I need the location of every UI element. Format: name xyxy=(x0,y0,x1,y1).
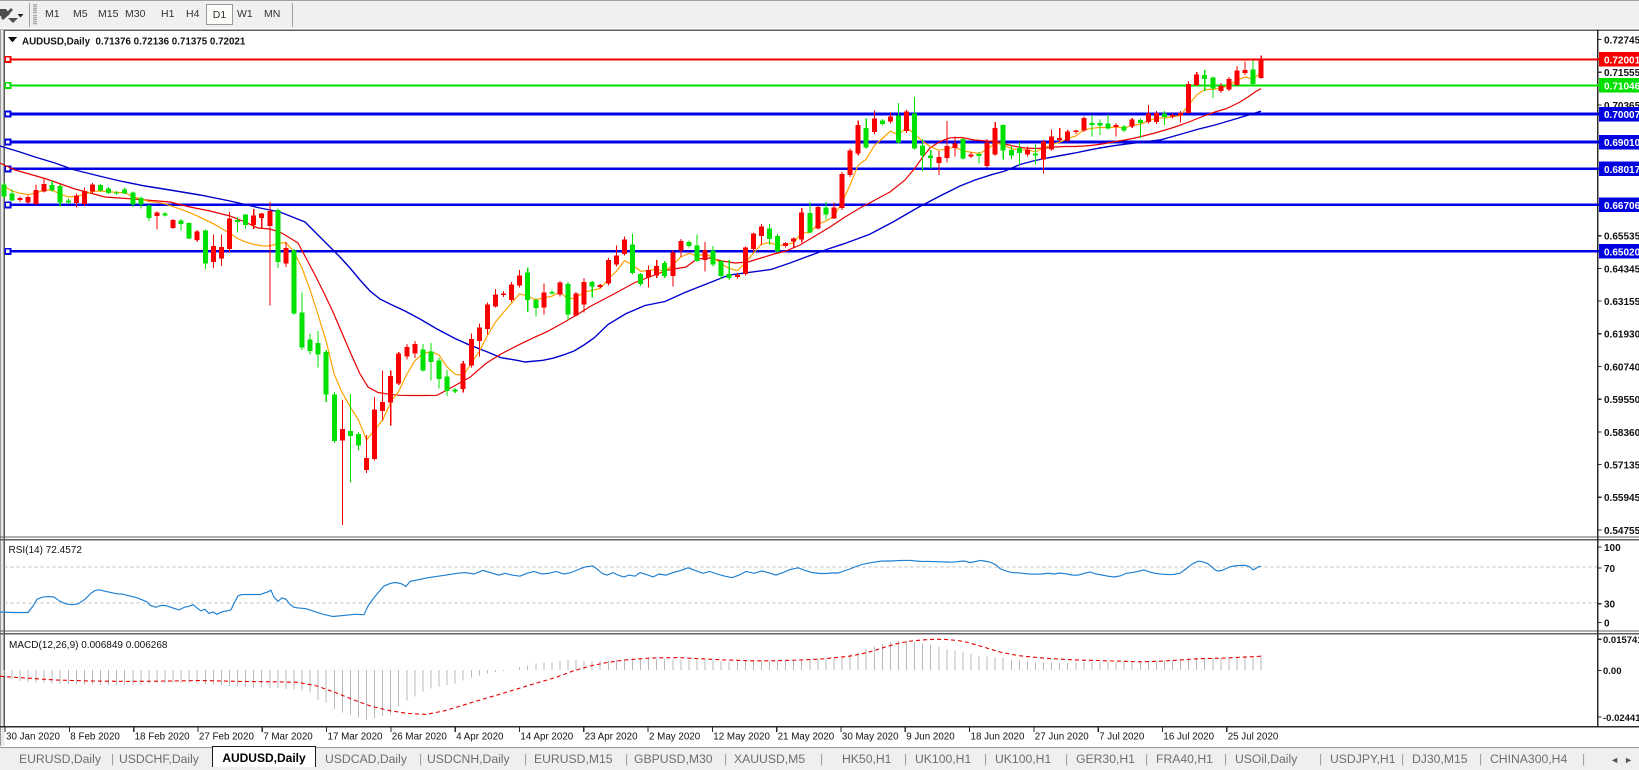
svg-text:100: 100 xyxy=(1604,543,1621,554)
svg-text:8 Feb 2020: 8 Feb 2020 xyxy=(70,732,120,743)
svg-text:MACD(12,26,9) 0.006849 0.00626: MACD(12,26,9) 0.006849 0.006268 xyxy=(9,640,168,651)
svg-text:0.64345: 0.64345 xyxy=(1604,264,1639,275)
svg-text:0: 0 xyxy=(1604,619,1610,630)
svg-text:30 May 2020: 30 May 2020 xyxy=(842,732,899,743)
svg-text:-0.024412: -0.024412 xyxy=(1603,713,1639,724)
svg-text:0.60740: 0.60740 xyxy=(1604,362,1639,373)
svg-text:0.69010: 0.69010 xyxy=(1604,138,1639,149)
svg-text:RSI(14) 72.4572: RSI(14) 72.4572 xyxy=(9,545,83,556)
svg-text:30 Jan 2020: 30 Jan 2020 xyxy=(6,732,60,743)
svg-text:0.65535: 0.65535 xyxy=(1604,232,1639,243)
svg-text:0.58360: 0.58360 xyxy=(1604,428,1639,439)
svg-text:16 Jul 2020: 16 Jul 2020 xyxy=(1163,732,1214,743)
svg-text:0.55945: 0.55945 xyxy=(1604,493,1639,504)
svg-text:0.70007: 0.70007 xyxy=(1604,110,1639,121)
svg-text:18 Feb 2020: 18 Feb 2020 xyxy=(135,732,191,743)
svg-text:26 Mar 2020: 26 Mar 2020 xyxy=(392,732,448,743)
svg-text:0.71046: 0.71046 xyxy=(1604,81,1639,92)
svg-text:12 May 2020: 12 May 2020 xyxy=(713,732,770,743)
svg-text:25 Jul 2020: 25 Jul 2020 xyxy=(1228,732,1279,743)
svg-text:18 Jun 2020: 18 Jun 2020 xyxy=(971,732,1025,743)
svg-text:0.68017: 0.68017 xyxy=(1604,165,1639,176)
svg-text:70: 70 xyxy=(1604,564,1616,575)
svg-text:27 Feb 2020: 27 Feb 2020 xyxy=(199,732,255,743)
svg-text:17 Mar 2020: 17 Mar 2020 xyxy=(328,732,384,743)
svg-text:30: 30 xyxy=(1604,600,1616,611)
svg-text:9 Jun 2020: 9 Jun 2020 xyxy=(906,732,955,743)
svg-text:0.66706: 0.66706 xyxy=(1604,201,1639,212)
svg-text:0.59550: 0.59550 xyxy=(1604,395,1639,406)
svg-text:23 Apr 2020: 23 Apr 2020 xyxy=(585,732,638,743)
svg-text:0.72745: 0.72745 xyxy=(1604,35,1639,46)
svg-text:0.70365: 0.70365 xyxy=(1604,101,1639,112)
svg-text:4 Apr 2020: 4 Apr 2020 xyxy=(456,732,504,743)
svg-text:2 May 2020: 2 May 2020 xyxy=(649,732,701,743)
svg-text:0.65020: 0.65020 xyxy=(1604,247,1639,258)
svg-text:0.63155: 0.63155 xyxy=(1604,297,1639,308)
svg-text:0.57135: 0.57135 xyxy=(1604,461,1639,472)
svg-text:0.72001: 0.72001 xyxy=(1604,55,1639,66)
svg-text:14 Apr 2020: 14 Apr 2020 xyxy=(520,732,573,743)
svg-text:21 May 2020: 21 May 2020 xyxy=(778,732,835,743)
svg-text:7 Jul 2020: 7 Jul 2020 xyxy=(1099,732,1145,743)
svg-text:0.54755: 0.54755 xyxy=(1604,526,1639,537)
svg-text:0.71555: 0.71555 xyxy=(1604,68,1639,79)
svg-text:0.015741: 0.015741 xyxy=(1603,635,1639,646)
svg-text:0.00: 0.00 xyxy=(1603,666,1622,677)
svg-text:27 Jun 2020: 27 Jun 2020 xyxy=(1035,732,1089,743)
svg-text:AUDUSD,Daily 0.71376 0.72136: AUDUSD,Daily 0.71376 0.72136 0.71375 0.7… xyxy=(22,37,246,48)
svg-text:7 Mar 2020: 7 Mar 2020 xyxy=(263,732,313,743)
svg-text:0.61930: 0.61930 xyxy=(1604,330,1639,341)
